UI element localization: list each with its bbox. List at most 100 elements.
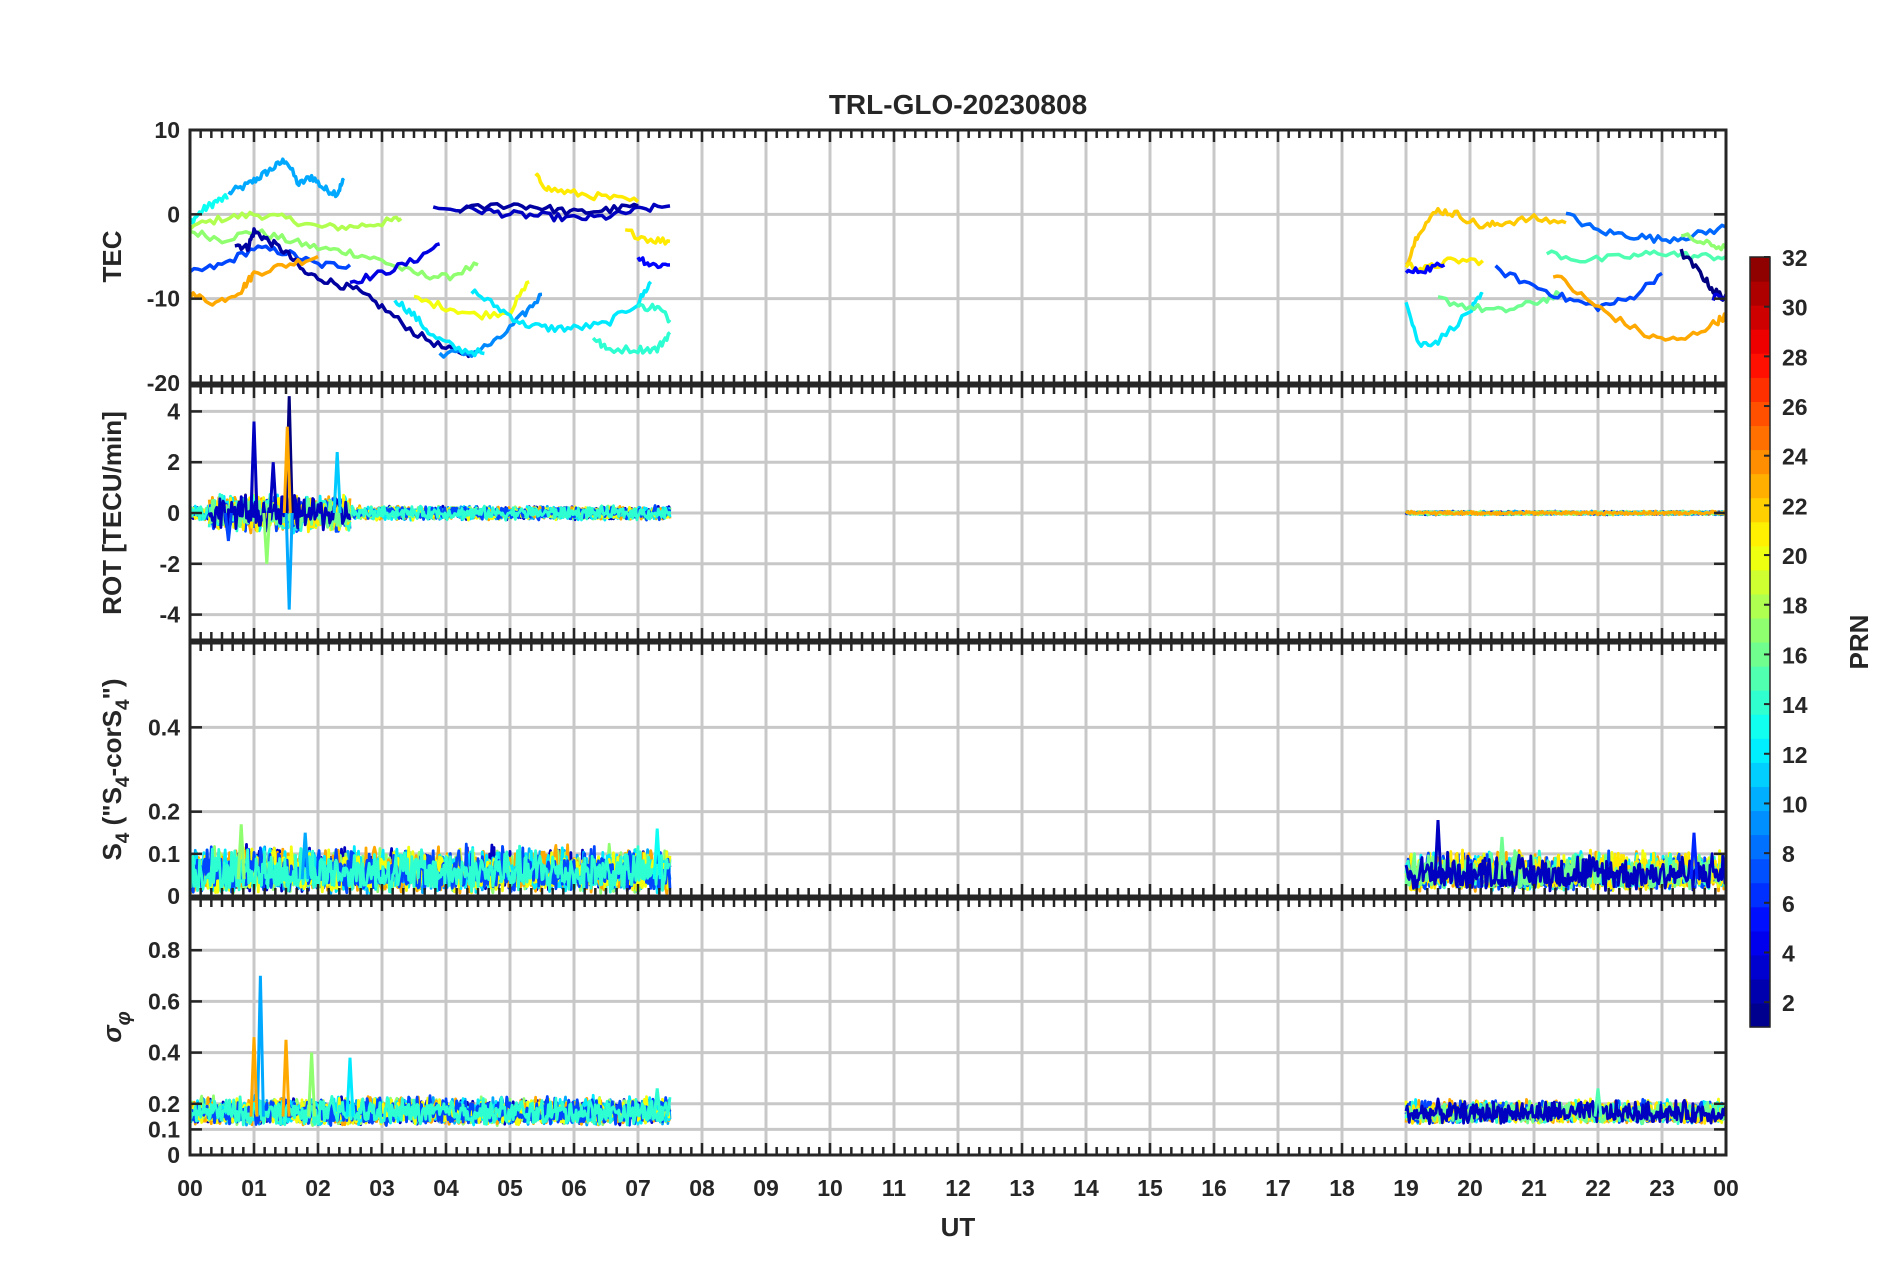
noise-series-prn-14	[190, 1095, 672, 1127]
y-tick-label: 0.1	[148, 1116, 180, 1142]
spike-prn-7	[223, 512, 233, 542]
spike-prn-23	[281, 1039, 291, 1117]
panel-tec: -20 -10 0 10 TEC	[97, 117, 1728, 396]
x-tick-label: 03	[369, 1175, 395, 1201]
panel-data-tec	[190, 157, 1726, 359]
spike-prn-23	[282, 426, 292, 514]
y-tick-label: -4	[160, 602, 181, 628]
x-tick-label: 23	[1649, 1175, 1675, 1201]
colorbar-segment	[1750, 834, 1770, 860]
y-tick-label: 4	[167, 398, 180, 424]
y-tick-label: 0	[167, 883, 180, 909]
spike-prn-17	[262, 512, 272, 564]
colorbar-segment	[1750, 930, 1770, 956]
y-tick-label: 0.2	[148, 1091, 180, 1117]
y-tick-label: 0	[167, 201, 180, 227]
tec-series-prn-16	[1437, 290, 1561, 314]
tec-series-prn-23	[190, 254, 319, 307]
noise-series-prn-23	[1404, 509, 1726, 517]
y-axis-label-tec: TEC	[97, 230, 127, 282]
colorbar-segment	[1750, 473, 1770, 499]
colorbar-segment	[1750, 521, 1770, 547]
colorbar-segment	[1750, 329, 1770, 354]
colorbar-tick-label: 16	[1782, 642, 1808, 668]
tec-series-prn-21	[534, 172, 640, 204]
colorbar-segment	[1750, 401, 1770, 427]
spike-prn-11	[332, 451, 342, 514]
spike-prn-3	[268, 462, 278, 514]
colorbar-segment	[1750, 377, 1770, 402]
spike-prn-16	[1497, 836, 1507, 880]
tec-series-prn-21	[624, 228, 671, 246]
panel-data-sigma_phi	[190, 975, 1726, 1127]
tec-series-prn-7	[190, 244, 352, 274]
colorbar-tick-label: 12	[1782, 742, 1808, 768]
y-tick-label: -10	[147, 286, 180, 312]
colorbar-tick-label: 30	[1782, 295, 1808, 321]
tec-series-prn-18	[190, 210, 403, 232]
spike-prn-23	[249, 1037, 259, 1117]
noise-series-prn-3	[207, 493, 352, 533]
x-tick-label: 00	[1713, 1175, 1739, 1201]
y-axis-label-sigma_phi: σφ	[97, 1011, 135, 1042]
panel-data-rot	[190, 396, 1726, 610]
panel-data-s4	[190, 820, 1726, 896]
tec-series-prn-12	[1404, 291, 1484, 348]
colorbar-segment	[1750, 545, 1770, 571]
colorbar-tick-label: 10	[1782, 791, 1808, 817]
y-tick-label: 0.1	[148, 841, 180, 867]
x-tick-label: 12	[945, 1175, 971, 1201]
spike-prn-10	[255, 975, 265, 1117]
x-tick-label: 19	[1393, 1175, 1419, 1201]
colorbar-segment	[1750, 906, 1770, 932]
tec-series-prn-22	[1405, 206, 1567, 267]
tec-series-prn-1	[1679, 248, 1726, 302]
spike-prn-3	[1433, 820, 1443, 880]
x-tick-label: 13	[1009, 1175, 1035, 1201]
colorbar-tick-label: 32	[1782, 245, 1808, 271]
x-tick-label: 04	[433, 1175, 459, 1201]
panel-sigma_phi: 00.10.2 0.4 0.6 0.8 σφ	[97, 897, 1728, 1168]
colorbar-segment	[1750, 257, 1770, 282]
x-tick-label: 06	[561, 1175, 587, 1201]
colorbar-segment	[1750, 1002, 1770, 1028]
noise-series-prn-14	[190, 844, 671, 894]
colorbar-tick-label: 26	[1782, 394, 1808, 420]
tec-series-prn-8	[1565, 211, 1726, 245]
y-tick-label: 0.4	[148, 1040, 180, 1066]
tec-series-prn-17	[190, 228, 479, 282]
tec-series-prn-2	[234, 227, 473, 359]
tec-series-prn-12	[470, 280, 653, 333]
colorbar-segment	[1750, 617, 1770, 643]
x-tick-label: 01	[241, 1175, 267, 1201]
colorbar-segment	[1750, 978, 1770, 1004]
colorbar-segment	[1750, 642, 1770, 667]
colorbar-segment	[1750, 666, 1770, 691]
colorbar-segment	[1750, 569, 1770, 595]
colorbar-segment	[1750, 353, 1770, 378]
colorbar-tick-label: 6	[1782, 891, 1795, 917]
y-axis-label-s4: S4 ("S4-corS4")	[97, 678, 134, 860]
colorbar-segment	[1750, 281, 1770, 306]
tec-series-prn-5	[636, 256, 671, 270]
spike-prn-12	[345, 1057, 355, 1117]
x-tick-label: 15	[1137, 1175, 1163, 1201]
y-tick-label: -2	[160, 551, 180, 577]
spike-prn-3	[249, 421, 259, 514]
colorbar-segment	[1750, 882, 1770, 908]
x-tick-label: 18	[1329, 1175, 1355, 1201]
y-tick-label: 0.6	[148, 988, 180, 1014]
x-tick-label: 08	[689, 1175, 715, 1201]
y-tick-label: -20	[147, 370, 180, 396]
colorbar-segment	[1750, 714, 1770, 739]
colorbar-segment	[1750, 954, 1770, 980]
spike-prn-10	[284, 512, 294, 610]
spike-prn-17	[307, 1052, 317, 1117]
spike-prn-6	[1689, 832, 1699, 880]
spike-prn-10	[300, 832, 310, 880]
tec-series-prn-23	[1552, 274, 1726, 342]
colorbar-segment	[1750, 762, 1770, 787]
x-tick-label: 02	[305, 1175, 331, 1201]
